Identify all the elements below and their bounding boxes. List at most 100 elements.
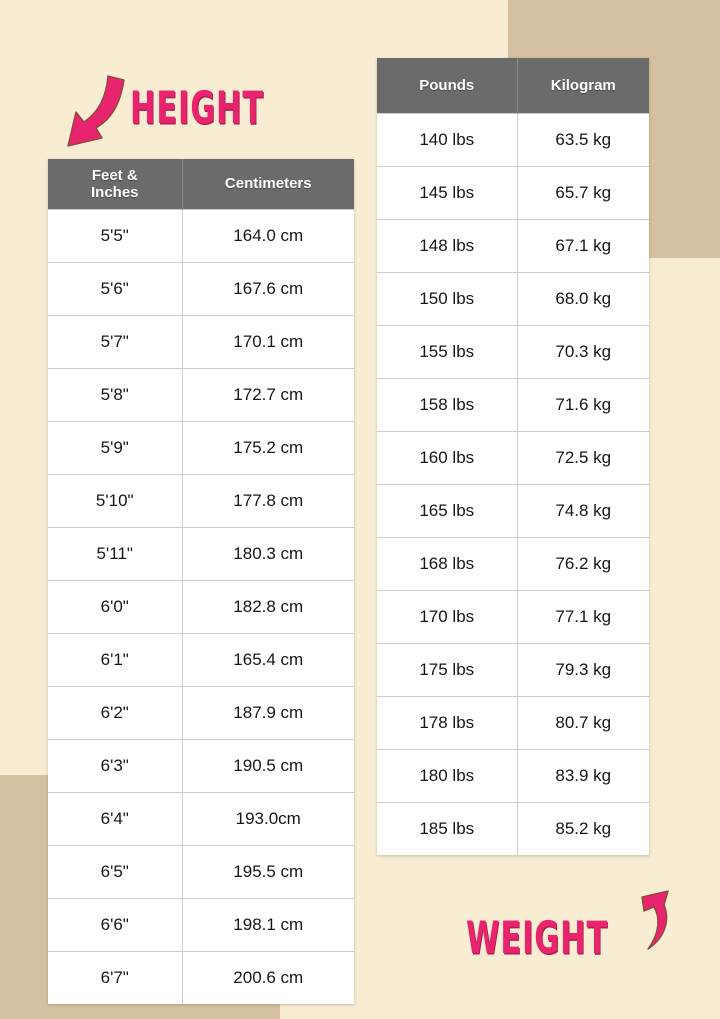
cell-kilogram: 83.9 kg [517,749,649,803]
cell-centimeters: 180.3 cm [182,527,354,581]
cell-feet_inches: 6'6" [48,898,183,952]
cell-pounds: 145 lbs [377,166,518,220]
table-row: 180 lbs 83.9 kg [377,749,649,803]
cell-kilogram: 67.1 kg [517,219,649,273]
cell-centimeters: 190.5 cm [182,739,354,793]
table-row: 185 lbs 85.2 kg [377,802,649,855]
cell-pounds: 168 lbs [377,537,518,591]
cell-feet_inches: 5'5" [48,209,183,263]
cell-centimeters: 200.6 cm [182,951,354,1004]
table-row: 160 lbs 72.5 kg [377,431,649,485]
table-row: 165 lbs 74.8 kg [377,484,649,538]
table-row: 145 lbs 65.7 kg [377,166,649,220]
cell-centimeters: 187.9 cm [182,686,354,740]
table-row: 5'8" 172.7 cm [48,368,354,422]
cell-kilogram: 74.8 kg [517,484,649,538]
table-row: 140 lbs 63.5 kg [377,113,649,167]
table-row: 5'6" 167.6 cm [48,262,354,316]
table-row: 6'6" 198.1 cm [48,898,354,952]
cell-pounds: 148 lbs [377,219,518,273]
table-row: 168 lbs 76.2 kg [377,537,649,591]
cell-centimeters: 164.0 cm [182,209,354,263]
cell-feet_inches: 6'7" [48,951,183,1004]
table-row: 6'0" 182.8 cm [48,580,354,634]
cell-centimeters: 193.0cm [182,792,354,846]
cell-kilogram: 71.6 kg [517,378,649,432]
table-row: 5'5" 164.0 cm [48,209,354,263]
column-header-feet-inches: Feet & Inches [48,159,183,210]
cell-pounds: 155 lbs [377,325,518,379]
cell-feet_inches: 6'3" [48,739,183,793]
cell-kilogram: 79.3 kg [517,643,649,697]
cell-feet_inches: 5'6" [48,262,183,316]
cell-centimeters: 170.1 cm [182,315,354,369]
cell-pounds: 158 lbs [377,378,518,432]
cell-kilogram: 80.7 kg [517,696,649,750]
table-row: 158 lbs 71.6 kg [377,378,649,432]
table-row: 6'1" 165.4 cm [48,633,354,687]
cell-feet_inches: 6'2" [48,686,183,740]
table-row: 178 lbs 80.7 kg [377,696,649,750]
cell-pounds: 180 lbs [377,749,518,803]
curved-arrow-down-left-icon [67,75,125,147]
table-row: 150 lbs 68.0 kg [377,272,649,326]
cell-centimeters: 182.8 cm [182,580,354,634]
table-row: 6'5" 195.5 cm [48,845,354,899]
cell-centimeters: 172.7 cm [182,368,354,422]
curved-arrow-up-right-icon [641,890,669,950]
cell-centimeters: 198.1 cm [182,898,354,952]
cell-centimeters: 177.8 cm [182,474,354,528]
cell-pounds: 175 lbs [377,643,518,697]
cell-feet_inches: 6'5" [48,845,183,899]
cell-centimeters: 165.4 cm [182,633,354,687]
table-row: 6'2" 187.9 cm [48,686,354,740]
table-row: 5'11" 180.3 cm [48,527,354,581]
column-header-kilogram: Kilogram [517,58,649,114]
cell-kilogram: 76.2 kg [517,537,649,591]
cell-pounds: 160 lbs [377,431,518,485]
cell-kilogram: 77.1 kg [517,590,649,644]
height-conversion-table: Feet & Inches Centimeters 5'5" 164.0 cm 5'… [48,159,354,1004]
cell-pounds: 140 lbs [377,113,518,167]
cell-kilogram: 85.2 kg [517,802,649,855]
cell-feet_inches: 6'0" [48,580,183,634]
cell-kilogram: 70.3 kg [517,325,649,379]
table-row: 5'9" 175.2 cm [48,421,354,475]
table-row: 6'7" 200.6 cm [48,951,354,1004]
cell-centimeters: 175.2 cm [182,421,354,475]
table-row: 148 lbs 67.1 kg [377,219,649,273]
cell-feet_inches: 6'4" [48,792,183,846]
header-line-2: Inches [90,184,139,201]
table-row: 155 lbs 70.3 kg [377,325,649,379]
cell-feet_inches: 5'7" [48,315,183,369]
cell-pounds: 178 lbs [377,696,518,750]
table-row: 6'4" 193.0cm [48,792,354,846]
table-row: 6'3" 190.5 cm [48,739,354,793]
column-header-centimeters: Centimeters [182,159,354,210]
cell-feet_inches: 5'9" [48,421,183,475]
cell-kilogram: 68.0 kg [517,272,649,326]
cell-feet_inches: 6'1" [48,633,183,687]
cell-kilogram: 72.5 kg [517,431,649,485]
table-header-row: Feet & Inches Centimeters [48,159,354,210]
weight-conversion-table: Pounds Kilogram 140 lbs 63.5 kg 145 lbs 65.… [377,58,649,855]
cell-pounds: 170 lbs [377,590,518,644]
cell-kilogram: 65.7 kg [517,166,649,220]
cell-kilogram: 63.5 kg [517,113,649,167]
cell-feet_inches: 5'11" [48,527,183,581]
column-header-pounds: Pounds [377,58,518,114]
cell-feet_inches: 5'8" [48,368,183,422]
table-row: 175 lbs 79.3 kg [377,643,649,697]
table-row: 170 lbs 77.1 kg [377,590,649,644]
cell-centimeters: 167.6 cm [182,262,354,316]
header-line-1: Feet & [91,166,138,184]
table-header-row: Pounds Kilogram [377,58,649,114]
table-row: 5'10" 177.8 cm [48,474,354,528]
table-row: 5'7" 170.1 cm [48,315,354,369]
cell-pounds: 185 lbs [377,802,518,855]
weight-section-label: WEIGHT [466,911,609,964]
cell-pounds: 150 lbs [377,272,518,326]
cell-centimeters: 195.5 cm [182,845,354,899]
cell-pounds: 165 lbs [377,484,518,538]
height-section-label: HEIGHT [130,81,265,134]
